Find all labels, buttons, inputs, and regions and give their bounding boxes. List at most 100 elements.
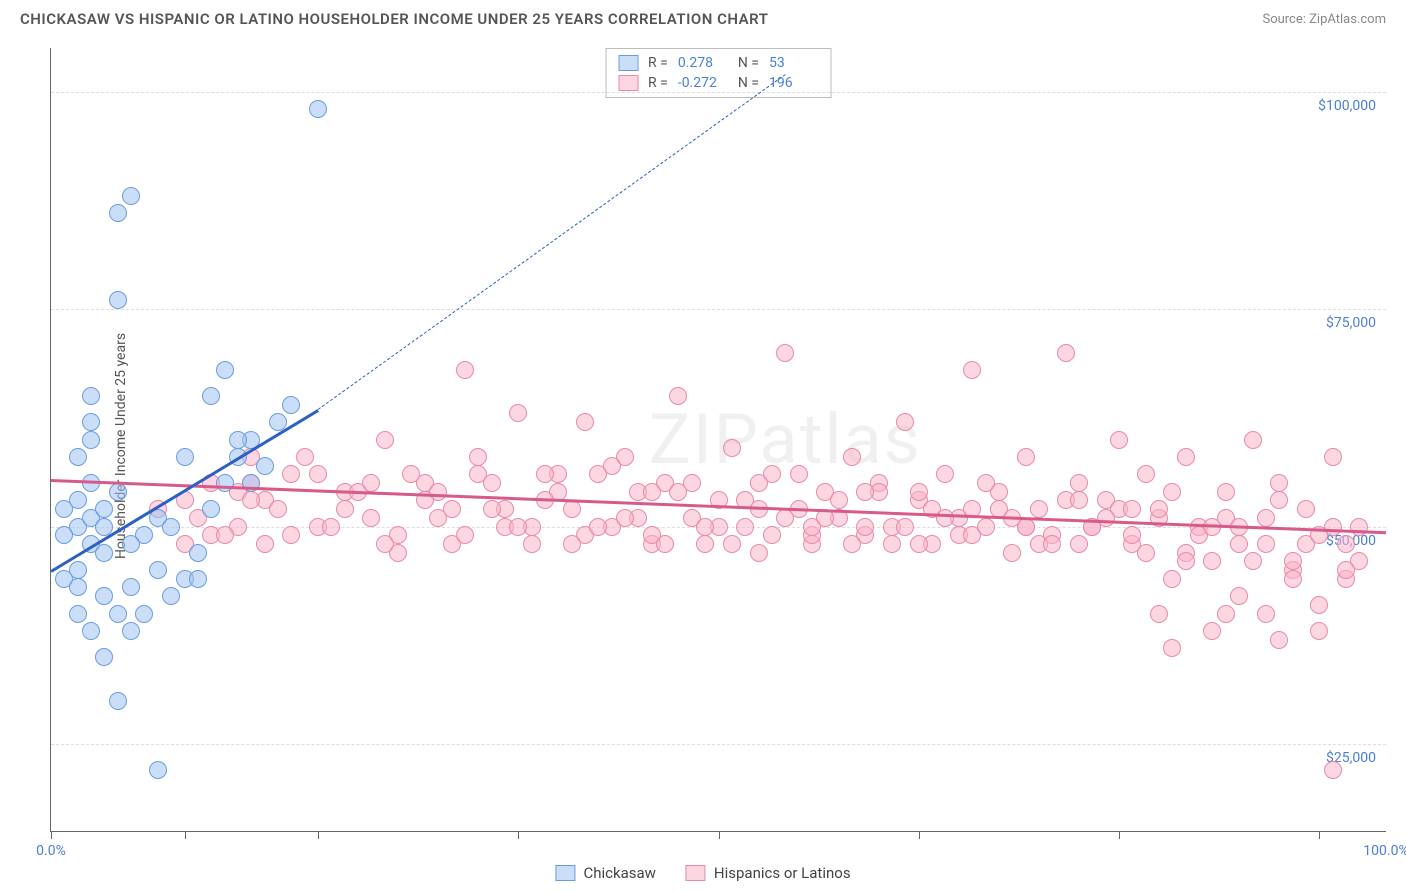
scatter-point-hispanic (483, 474, 501, 492)
scatter-point-hispanic (830, 491, 848, 509)
scatter-point-hispanic (216, 526, 234, 544)
scatter-point-hispanic (1097, 509, 1115, 527)
scatter-point-hispanic (469, 448, 487, 466)
scatter-point-hispanic (362, 509, 380, 527)
scatter-point-chickasaw (282, 396, 300, 414)
x-tick (51, 831, 52, 839)
n-value-pink: 196 (769, 75, 819, 91)
scatter-point-hispanic (589, 465, 607, 483)
scatter-point-hispanic (669, 387, 687, 405)
scatter-point-hispanic (1244, 552, 1262, 570)
scatter-point-hispanic (1310, 622, 1328, 640)
scatter-point-hispanic (936, 465, 954, 483)
x-tick (1119, 831, 1120, 839)
scatter-point-chickasaw (109, 692, 127, 710)
source-attribution: Source: ZipAtlas.com (1262, 12, 1386, 27)
scatter-point-chickasaw (82, 622, 100, 640)
scatter-point-hispanic (1270, 474, 1288, 492)
scatter-point-chickasaw (95, 587, 113, 605)
scatter-point-hispanic (1150, 605, 1168, 623)
scatter-point-hispanic (696, 518, 714, 536)
scatter-point-chickasaw (229, 431, 247, 449)
scatter-point-hispanic (763, 526, 781, 544)
scatter-point-hispanic (456, 526, 474, 544)
scatter-point-hispanic (336, 500, 354, 518)
n-label: N = (738, 75, 759, 91)
scatter-point-hispanic (696, 535, 714, 553)
scatter-point-hispanic (523, 535, 541, 553)
scatter-point-hispanic (1257, 509, 1275, 527)
trend-line-chickasaw-dashed (318, 74, 786, 410)
scatter-point-hispanic (309, 465, 327, 483)
scatter-point-hispanic (910, 483, 928, 501)
scatter-point-hispanic (1177, 448, 1195, 466)
scatter-point-hispanic (296, 448, 314, 466)
scatter-point-hispanic (1017, 448, 1035, 466)
scatter-point-hispanic (669, 483, 687, 501)
scatter-point-chickasaw (69, 605, 87, 623)
scatter-point-chickasaw (69, 448, 87, 466)
chart-title: CHICKASAW VS HISPANIC OR LATINO HOUSEHOL… (20, 10, 768, 28)
x-tick (1319, 831, 1320, 839)
legend-swatch-pink (686, 865, 706, 881)
scatter-point-chickasaw (95, 500, 113, 518)
scatter-point-hispanic (536, 465, 554, 483)
scatter-point-hispanic (376, 431, 394, 449)
legend-swatch-pink (618, 75, 638, 91)
scatter-point-chickasaw (216, 474, 234, 492)
scatter-point-chickasaw (189, 544, 207, 562)
scatter-point-hispanic (723, 439, 741, 457)
scatter-point-chickasaw (202, 500, 220, 518)
scatter-point-hispanic (509, 518, 527, 536)
legend-label-chickasaw: Chickasaw (583, 864, 655, 882)
scatter-point-hispanic (282, 465, 300, 483)
scatter-point-hispanic (856, 518, 874, 536)
scatter-point-hispanic (1230, 587, 1248, 605)
scatter-point-hispanic (509, 404, 527, 422)
scatter-point-hispanic (429, 483, 447, 501)
scatter-point-hispanic (896, 413, 914, 431)
gridline-h (51, 92, 1386, 93)
scatter-point-chickasaw (122, 578, 140, 596)
scatter-point-hispanic (1230, 535, 1248, 553)
scatter-point-chickasaw (135, 605, 153, 623)
legend-swatch-blue (555, 865, 575, 881)
scatter-point-hispanic (402, 465, 420, 483)
scatter-point-hispanic (1337, 561, 1355, 579)
legend-swatch-blue (618, 55, 638, 71)
scatter-point-hispanic (1324, 761, 1342, 779)
scatter-point-hispanic (736, 518, 754, 536)
scatter-point-hispanic (1203, 622, 1221, 640)
scatter-point-hispanic (282, 526, 300, 544)
scatter-point-chickasaw (149, 761, 167, 779)
scatter-point-hispanic (1110, 431, 1128, 449)
scatter-point-hispanic (856, 483, 874, 501)
legend-label-hispanic: Hispanics or Latinos (714, 864, 851, 882)
scatter-point-hispanic (1070, 535, 1088, 553)
x-tick (919, 831, 920, 839)
scatter-point-hispanic (776, 344, 794, 362)
correlation-legend: R = 0.278 N = 53 R = -0.272 N = 196 (605, 48, 832, 98)
scatter-point-hispanic (1137, 544, 1155, 562)
x-tick-label-left: 0.0% (36, 843, 66, 859)
scatter-point-hispanic (1297, 500, 1315, 518)
scatter-point-hispanic (1030, 500, 1048, 518)
scatter-point-hispanic (1217, 605, 1235, 623)
scatter-point-chickasaw (69, 491, 87, 509)
scatter-point-hispanic (563, 500, 581, 518)
scatter-point-chickasaw (109, 483, 127, 501)
scatter-point-hispanic (1310, 596, 1328, 614)
scatter-point-chickasaw (109, 605, 127, 623)
scatter-point-hispanic (1057, 344, 1075, 362)
scatter-point-chickasaw (109, 291, 127, 309)
scatter-point-hispanic (776, 509, 794, 527)
x-tick (185, 831, 186, 839)
scatter-point-hispanic (1137, 465, 1155, 483)
legend-item-chickasaw: Chickasaw (555, 864, 655, 882)
scatter-point-hispanic (936, 509, 954, 527)
scatter-point-hispanic (456, 361, 474, 379)
r-value-blue: 0.278 (678, 55, 728, 71)
scatter-point-chickasaw (176, 448, 194, 466)
scatter-point-chickasaw (55, 526, 73, 544)
scatter-point-chickasaw (149, 561, 167, 579)
